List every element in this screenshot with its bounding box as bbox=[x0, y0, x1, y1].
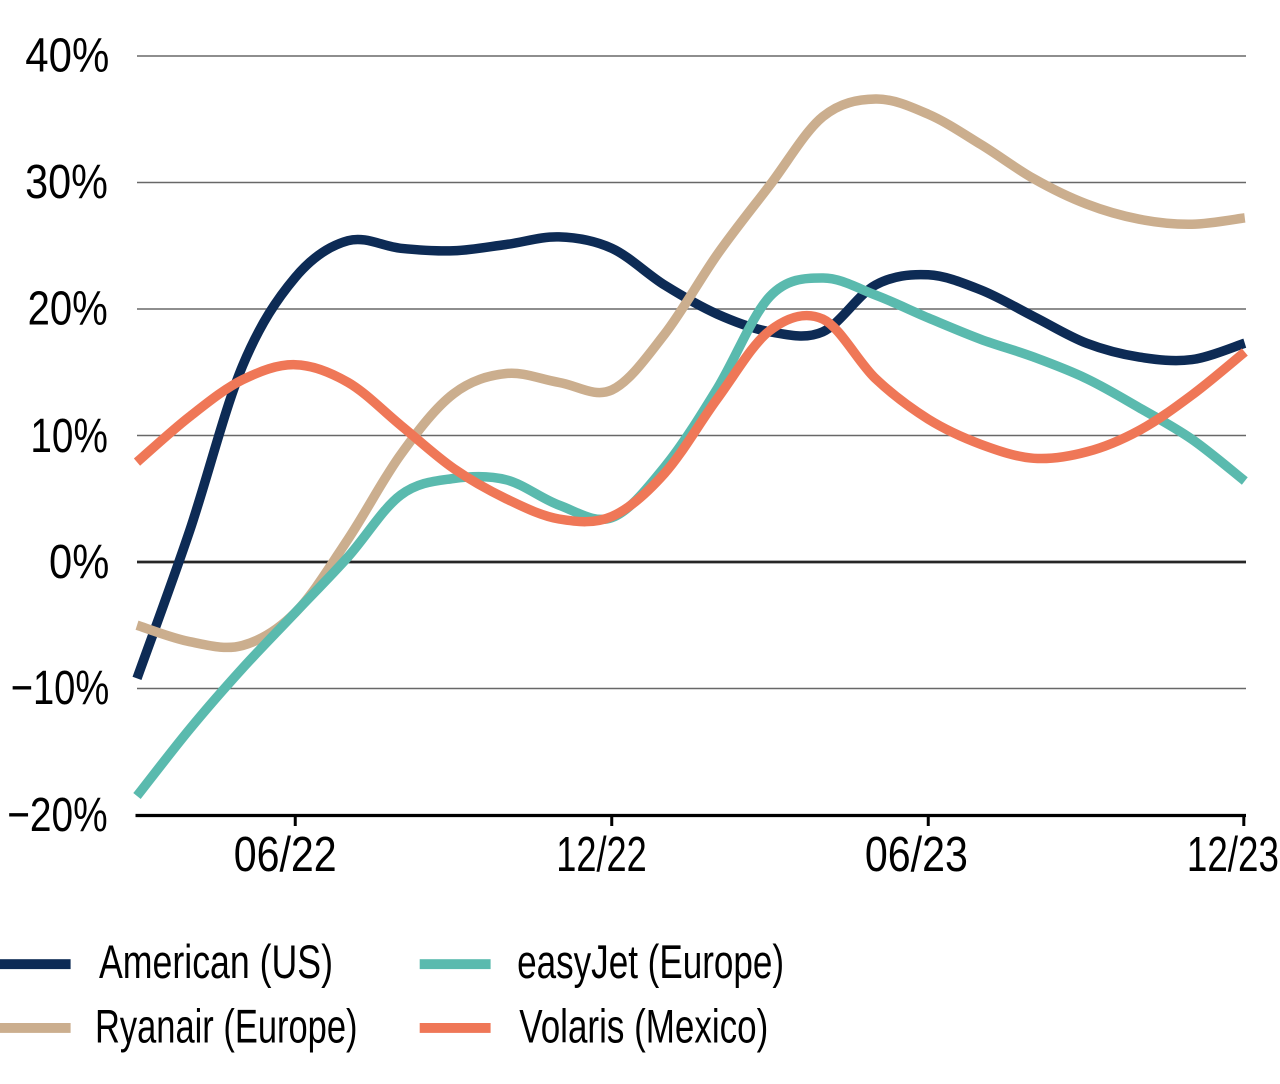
svg-text:40%: 40% bbox=[25, 29, 109, 83]
svg-text:−20%: −20% bbox=[7, 788, 108, 842]
svg-text:easyJet (Europe): easyJet (Europe) bbox=[517, 936, 784, 989]
svg-text:12/22: 12/22 bbox=[556, 828, 647, 882]
svg-text:06/23: 06/23 bbox=[865, 828, 968, 882]
svg-text:06/22: 06/22 bbox=[234, 828, 337, 882]
svg-text:10%: 10% bbox=[30, 409, 108, 463]
svg-text:30%: 30% bbox=[25, 155, 108, 209]
svg-text:−10%: −10% bbox=[11, 661, 110, 715]
svg-text:12/23: 12/23 bbox=[1187, 828, 1279, 882]
svg-text:Ryanair (Europe): Ryanair (Europe) bbox=[95, 1000, 358, 1053]
svg-text:American (US): American (US) bbox=[99, 936, 333, 989]
svg-text:20%: 20% bbox=[28, 281, 108, 335]
svg-text:0%: 0% bbox=[49, 535, 109, 589]
svg-text:Volaris (Mexico): Volaris (Mexico) bbox=[519, 1000, 768, 1053]
